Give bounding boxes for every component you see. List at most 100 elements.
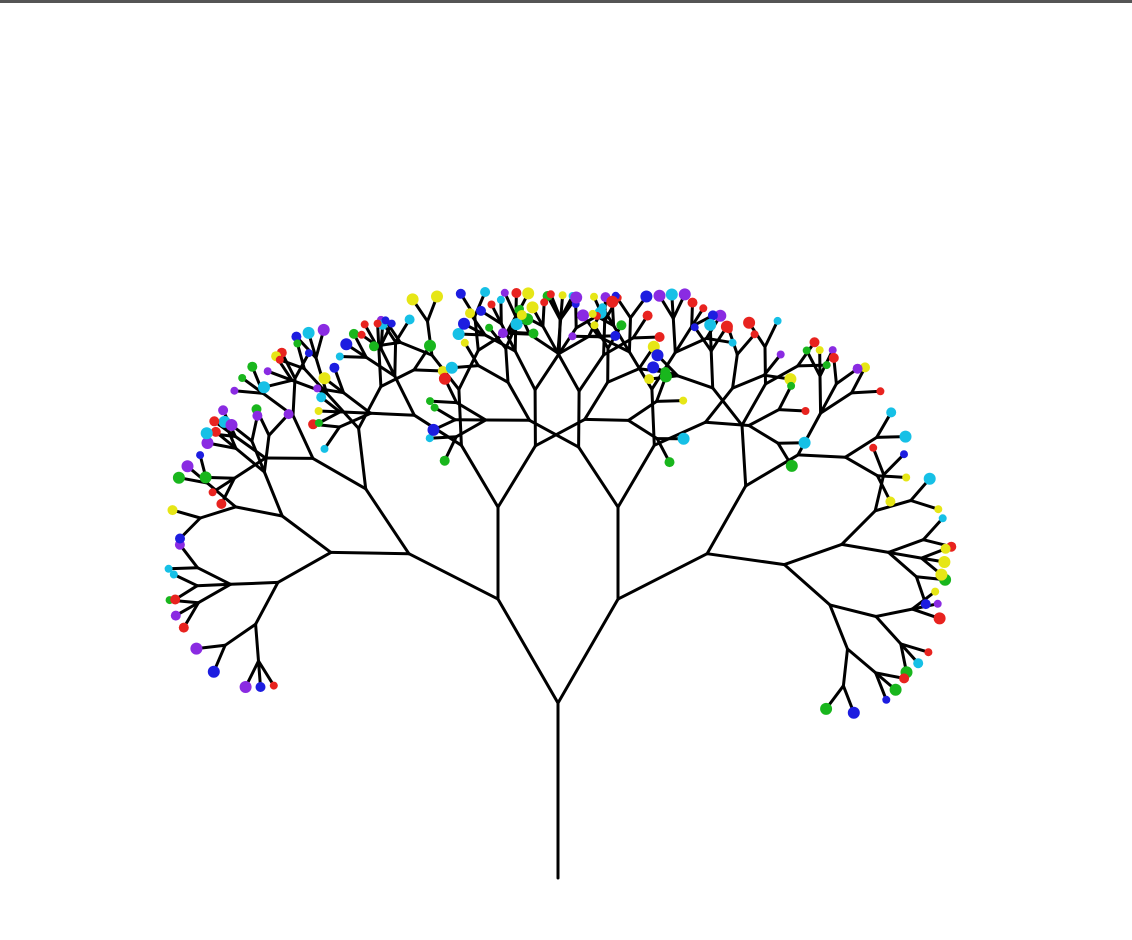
tree-branch	[828, 603, 849, 651]
leaf-dot	[497, 328, 508, 339]
leaf-dot	[679, 396, 688, 405]
tree-branch	[747, 424, 780, 445]
leaf-dot	[526, 301, 539, 314]
tree-branch	[705, 552, 786, 567]
leaf-dot	[923, 472, 936, 485]
tree-branch	[583, 380, 610, 421]
leaf-dot	[304, 349, 313, 358]
leaf-dot	[568, 332, 577, 341]
leaf-dot	[178, 622, 189, 633]
tree-branch	[782, 563, 832, 607]
leaf-dot	[357, 330, 366, 339]
leaf-dot	[302, 326, 315, 339]
tree-branch	[528, 418, 581, 449]
tree-branch	[262, 433, 271, 474]
leaf-dot	[373, 319, 382, 328]
leaf-dot	[784, 373, 797, 386]
leaf-dot	[329, 362, 340, 373]
tree-branch	[843, 435, 879, 459]
tree-branch	[744, 453, 800, 488]
leaf-dot	[500, 288, 509, 297]
leaf-dot	[828, 346, 837, 355]
leaf-dot	[283, 409, 294, 420]
leaf-dot	[801, 407, 810, 415]
leaf-dot	[172, 471, 185, 484]
leaf-dot	[196, 451, 205, 460]
leaf-dot	[664, 457, 675, 468]
tree-branch	[763, 345, 767, 386]
tree-branch	[673, 325, 694, 354]
leaf-dot	[665, 288, 678, 301]
tree-branch	[290, 378, 329, 395]
leaf-dot	[431, 290, 443, 303]
tree-branch	[369, 411, 416, 417]
leaf-dot	[933, 599, 942, 608]
leaf-dot	[640, 290, 653, 303]
leaf-dot	[460, 338, 469, 347]
leaf-dot	[208, 488, 217, 497]
tree-branch	[805, 349, 822, 378]
leaf-dot	[606, 295, 619, 308]
tree-branch	[874, 615, 903, 646]
leaf-dot	[169, 570, 178, 579]
leaf-dot	[714, 309, 727, 322]
tree-branch	[329, 550, 411, 556]
tree-branch	[302, 367, 329, 395]
leaf-dot	[239, 681, 252, 693]
tree-branch	[818, 374, 823, 415]
leaf-dot	[360, 320, 369, 329]
tree-branch	[211, 476, 236, 494]
tree-branch	[266, 369, 294, 382]
tree-branch	[254, 622, 260, 663]
leaf-dot	[886, 407, 897, 418]
tree-branch	[626, 418, 659, 441]
tree-branch	[291, 413, 315, 460]
tree-branch	[325, 391, 361, 430]
tree-branch	[671, 316, 677, 354]
leaf-dot	[869, 443, 878, 452]
leaf-dot	[690, 323, 699, 332]
leaf-dot	[445, 361, 458, 374]
tree-branch	[167, 566, 199, 571]
leaf-dot	[934, 505, 943, 514]
tree-branch	[616, 443, 656, 509]
tree-branch	[655, 399, 685, 403]
leaf-dot	[876, 387, 885, 396]
tree-branch	[703, 386, 735, 424]
leaf-dot	[616, 320, 627, 331]
tree-branch	[796, 453, 847, 459]
leaf-dot	[238, 374, 247, 382]
tree-branch	[871, 446, 886, 477]
leaf-dot	[860, 362, 870, 373]
tree-branch	[909, 499, 940, 511]
tree-branch	[291, 376, 297, 417]
tree-leaves	[164, 287, 957, 719]
tree-branch	[407, 552, 500, 601]
leaf-dot	[644, 374, 655, 385]
tree-branch	[850, 389, 882, 395]
tree-branch	[549, 292, 563, 321]
leaf-dot	[439, 455, 450, 466]
leaf-dot	[885, 496, 896, 507]
leaf-dot	[320, 444, 329, 453]
leaf-dot	[167, 505, 178, 516]
leaf-dot	[170, 594, 181, 605]
leaf-dot	[785, 459, 798, 472]
tree-branch	[428, 435, 458, 440]
tree-branch	[234, 505, 284, 518]
tree-branch	[777, 384, 793, 412]
tree-branch	[731, 352, 739, 390]
leaf-dot	[809, 337, 820, 348]
leaf-dot	[822, 361, 831, 370]
leaf-dot	[590, 292, 598, 301]
tree-branch	[762, 353, 783, 377]
leaf-dot	[540, 298, 549, 307]
leaf-dot	[678, 288, 691, 301]
tree-branch	[735, 332, 757, 356]
leaf-dot	[476, 305, 486, 316]
leaf-dot	[485, 323, 494, 332]
tree-branches	[167, 290, 953, 880]
leaf-dot	[728, 338, 737, 347]
tree-branch	[819, 391, 854, 415]
